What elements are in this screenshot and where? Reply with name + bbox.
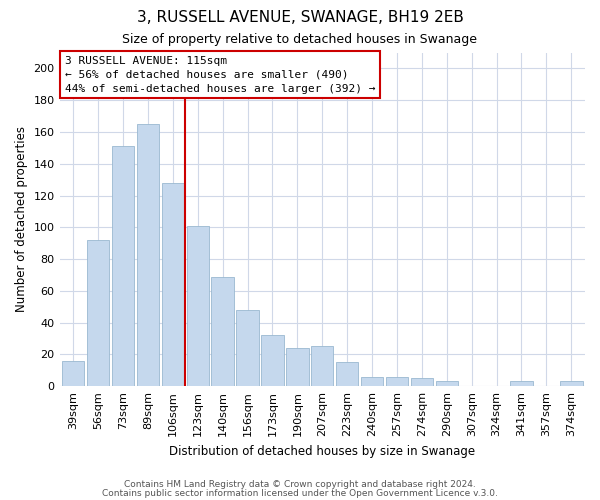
Bar [510,382,533,386]
Bar [211,276,234,386]
Bar [62,361,85,386]
Text: 3, RUSSELL AVENUE, SWANAGE, BH19 2EB: 3, RUSSELL AVENUE, SWANAGE, BH19 2EB [137,10,463,25]
Text: 3 RUSSELL AVENUE: 115sqm
← 56% of detached houses are smaller (490)
44% of semi-: 3 RUSSELL AVENUE: 115sqm ← 56% of detach… [65,56,375,94]
Y-axis label: Number of detached properties: Number of detached properties [15,126,28,312]
Text: Contains public sector information licensed under the Open Government Licence v.: Contains public sector information licen… [102,488,498,498]
Bar [112,146,134,386]
Bar [286,348,308,386]
Bar [336,362,358,386]
Bar [87,240,109,386]
Bar [261,336,284,386]
Text: Contains HM Land Registry data © Crown copyright and database right 2024.: Contains HM Land Registry data © Crown c… [124,480,476,489]
Bar [161,183,184,386]
Bar [436,382,458,386]
Bar [361,376,383,386]
Bar [236,310,259,386]
Bar [311,346,334,386]
Bar [137,124,159,386]
Bar [560,382,583,386]
Bar [410,378,433,386]
Bar [187,226,209,386]
Text: Size of property relative to detached houses in Swanage: Size of property relative to detached ho… [122,32,478,46]
Bar [386,376,408,386]
X-axis label: Distribution of detached houses by size in Swanage: Distribution of detached houses by size … [169,444,475,458]
